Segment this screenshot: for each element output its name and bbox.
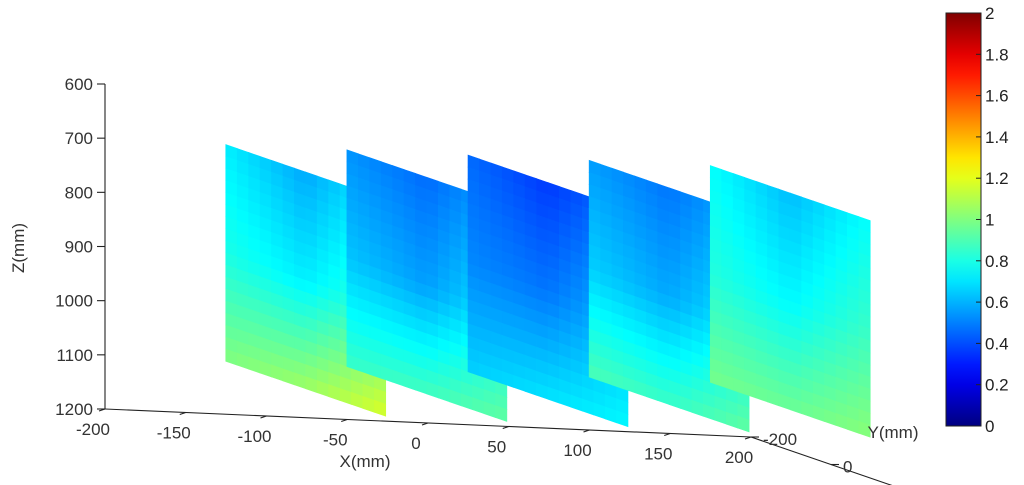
- z-axis-title: Z(mm): [9, 223, 28, 273]
- x-tick-label: 50: [487, 438, 506, 457]
- x-tick-label: 100: [563, 441, 591, 460]
- colorbar-tick-label: 1.6: [985, 87, 1009, 106]
- slice-cell: [374, 399, 387, 417]
- z-tick-label: 700: [65, 129, 93, 148]
- z-tick-label: 1100: [56, 346, 93, 365]
- x-tick-label: -50: [323, 431, 348, 450]
- colorbar-gradient: [945, 12, 982, 427]
- colorbar-tick-label: 2: [985, 4, 994, 23]
- axes-layer: -200-150-100-50050100150200X(mm)-2000200…: [9, 75, 919, 485]
- slice-cell: [616, 410, 629, 428]
- y-tick-label: 0: [843, 458, 852, 477]
- colorbar-tick-label: 0.2: [985, 376, 1009, 395]
- z-tick-label: 800: [65, 183, 93, 202]
- x-tick-label: -150: [157, 424, 191, 443]
- y-axis-title: Y(mm): [868, 423, 919, 442]
- colorbar-tick-label: 0.8: [985, 252, 1009, 271]
- colorbar-tick-label: 0: [985, 417, 994, 436]
- x-tick-mark: [583, 429, 590, 433]
- x-axis-title: X(mm): [340, 452, 391, 471]
- colorbar: 0 0.2 0.4 0.6 0.8 1 1.2 1.4 1.6 1.8 2: [945, 4, 1009, 436]
- x-tick-mark: [179, 411, 186, 416]
- x-tick-mark: [664, 432, 671, 437]
- x-tick-label: -200: [76, 420, 110, 439]
- slice-cell: [858, 420, 871, 438]
- y-tick-label: -200: [763, 430, 797, 449]
- z-tick-label: 1000: [55, 292, 93, 311]
- colorbar-tick-label: 1.8: [985, 45, 1009, 64]
- colorbar-tick-label: 1: [985, 211, 994, 230]
- x-tick-mark: [744, 436, 752, 440]
- x-tick-mark: [260, 415, 267, 419]
- colorbar-tick-label: 0.6: [985, 293, 1009, 312]
- x-tick-label: 0: [411, 434, 420, 453]
- slice-5: [709, 165, 871, 438]
- slice-layer: [225, 144, 871, 438]
- x-tick-mark: [421, 422, 429, 426]
- slice-cell: [495, 405, 508, 422]
- x-tick-mark: [502, 425, 509, 430]
- x-tick-label: -100: [237, 427, 271, 446]
- x-tick-mark: [341, 418, 348, 423]
- colorbar-tick-label: 1.4: [985, 128, 1009, 147]
- colorbar-tick-label: 0.4: [985, 334, 1009, 353]
- z-tick-label: 600: [65, 75, 93, 94]
- z-tick-label: 900: [65, 238, 93, 257]
- x-tick-label: 200: [725, 448, 753, 467]
- z-tick-label: 1200: [55, 400, 93, 419]
- x-tick-label: 150: [644, 445, 672, 464]
- slice-cell: [737, 415, 750, 433]
- colorbar-tick-label: 1.2: [985, 169, 1009, 188]
